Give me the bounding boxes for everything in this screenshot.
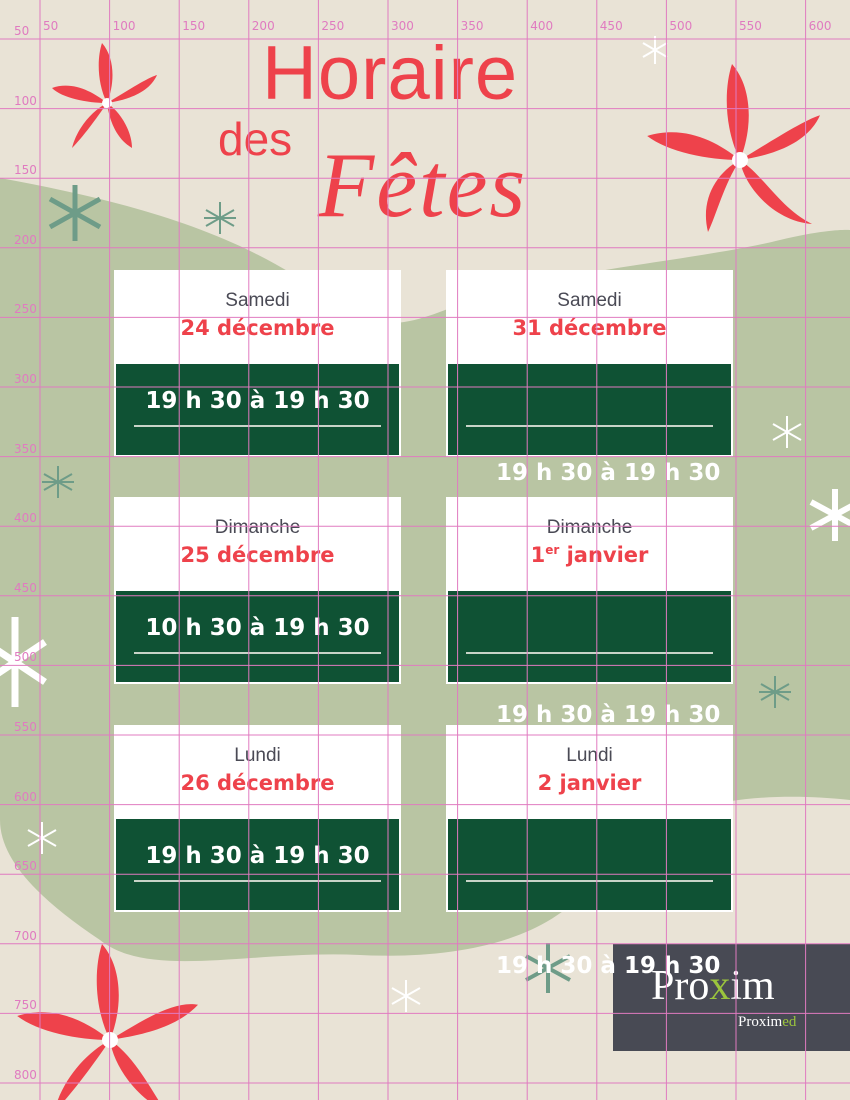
card-hours: 10 h 30 à 19 h 30 xyxy=(145,615,370,641)
star-icon xyxy=(42,185,791,993)
ruler-label-y: 550 xyxy=(14,720,37,734)
divider xyxy=(466,425,713,427)
ruler-label-y: 600 xyxy=(14,789,37,804)
ruler-label-y: 100 xyxy=(14,93,37,108)
card-day: Samedi xyxy=(225,290,290,311)
ruler-label-y: 200 xyxy=(14,232,37,247)
ruler-label-y: 450 xyxy=(14,580,37,595)
ruler-label-y: 500 xyxy=(14,650,37,665)
schedule-card-jan1: Dimanche 1er janvier xyxy=(446,497,733,684)
snowflake-icon xyxy=(0,36,850,1012)
ruler-label-y: 300 xyxy=(14,372,37,386)
ruler-label-y: 400 xyxy=(14,511,37,526)
divider xyxy=(134,652,381,654)
card-date: 31 décembre xyxy=(512,316,667,340)
ruler-label-x: 550 xyxy=(739,19,762,33)
ruler-label-y: 750 xyxy=(14,998,37,1013)
ruler-label-x: 450 xyxy=(599,19,623,33)
title-des: des xyxy=(218,113,293,165)
schedule-card-dec31: Samedi 31 décembre xyxy=(446,270,733,457)
title-fetes: Fêtes xyxy=(318,134,528,236)
card-date: 26 décembre xyxy=(180,771,335,795)
ruler-label-x: 500 xyxy=(669,19,693,33)
schedule-card-dec25: Dimanche 25 décembre 10 h 30 à 19 h 30 xyxy=(114,497,401,684)
ruler-label-x: 200 xyxy=(251,19,275,33)
ruler-label-x: 350 xyxy=(460,19,484,33)
overflow-hours-text: 19 h 30 à 19 h 30 xyxy=(496,953,721,979)
title-horaire: Horaire xyxy=(262,31,519,116)
ruler-label-y: 700 xyxy=(14,928,37,943)
ruler-label-y: 650 xyxy=(14,859,37,874)
proxim-logo: Proxim Proximed xyxy=(613,944,850,1051)
schedule-card-dec26: Lundi 26 décembre 19 h 30 à 19 h 30 xyxy=(114,725,401,912)
ruler-label-y: 50 xyxy=(14,24,30,38)
ruler-label-y: 800 xyxy=(14,1068,37,1082)
ruler-label-x: 300 xyxy=(391,19,414,33)
card-day: Dimanche xyxy=(214,517,301,538)
ruler-label-y: 150 xyxy=(14,163,37,178)
logo-brand: Proxim xyxy=(651,963,775,1009)
card-day: Samedi xyxy=(557,290,622,311)
overflow-hours-text: 19 h 30 à 19 h 30 xyxy=(496,460,721,486)
ruler-label-x: 400 xyxy=(530,19,554,33)
schedule-card-dec24: Samedi 24 décembre 19 h 30 à 19 h 30 xyxy=(114,270,401,457)
card-day: Lundi xyxy=(234,745,281,766)
ruler-label-x: 150 xyxy=(182,19,206,33)
ruler-label-y: 350 xyxy=(14,441,37,456)
ruler-label-x: 50 xyxy=(43,19,59,33)
ruler-label-x: 600 xyxy=(808,19,832,33)
card-date: 2 janvier xyxy=(537,771,642,795)
date-number: 1 xyxy=(530,543,546,567)
divider xyxy=(134,425,381,427)
logo-sub: Proximed xyxy=(738,1014,797,1030)
card-date: 1er janvier xyxy=(448,543,731,567)
divider xyxy=(466,880,713,882)
card-date: 25 décembre xyxy=(180,543,335,567)
ruler-label-y: 250 xyxy=(14,302,37,317)
ruler-label-x: 250 xyxy=(321,19,345,33)
divider xyxy=(466,652,713,654)
date-month: janvier xyxy=(559,543,649,567)
ruler-label-x: 100 xyxy=(112,19,136,33)
card-day: Lundi xyxy=(566,745,613,766)
date-ordinal: er xyxy=(545,543,560,557)
card-date: 24 décembre xyxy=(180,316,335,340)
card-day: Dimanche xyxy=(546,517,633,538)
card-hours: 19 h 30 à 19 h 30 xyxy=(145,388,370,414)
divider xyxy=(134,880,381,882)
card-hours: 19 h 30 à 19 h 30 xyxy=(145,843,370,869)
overflow-hours-text: 19 h 30 à 19 h 30 xyxy=(496,702,721,728)
schedule-card-jan2: Lundi 2 janvier xyxy=(446,725,733,912)
